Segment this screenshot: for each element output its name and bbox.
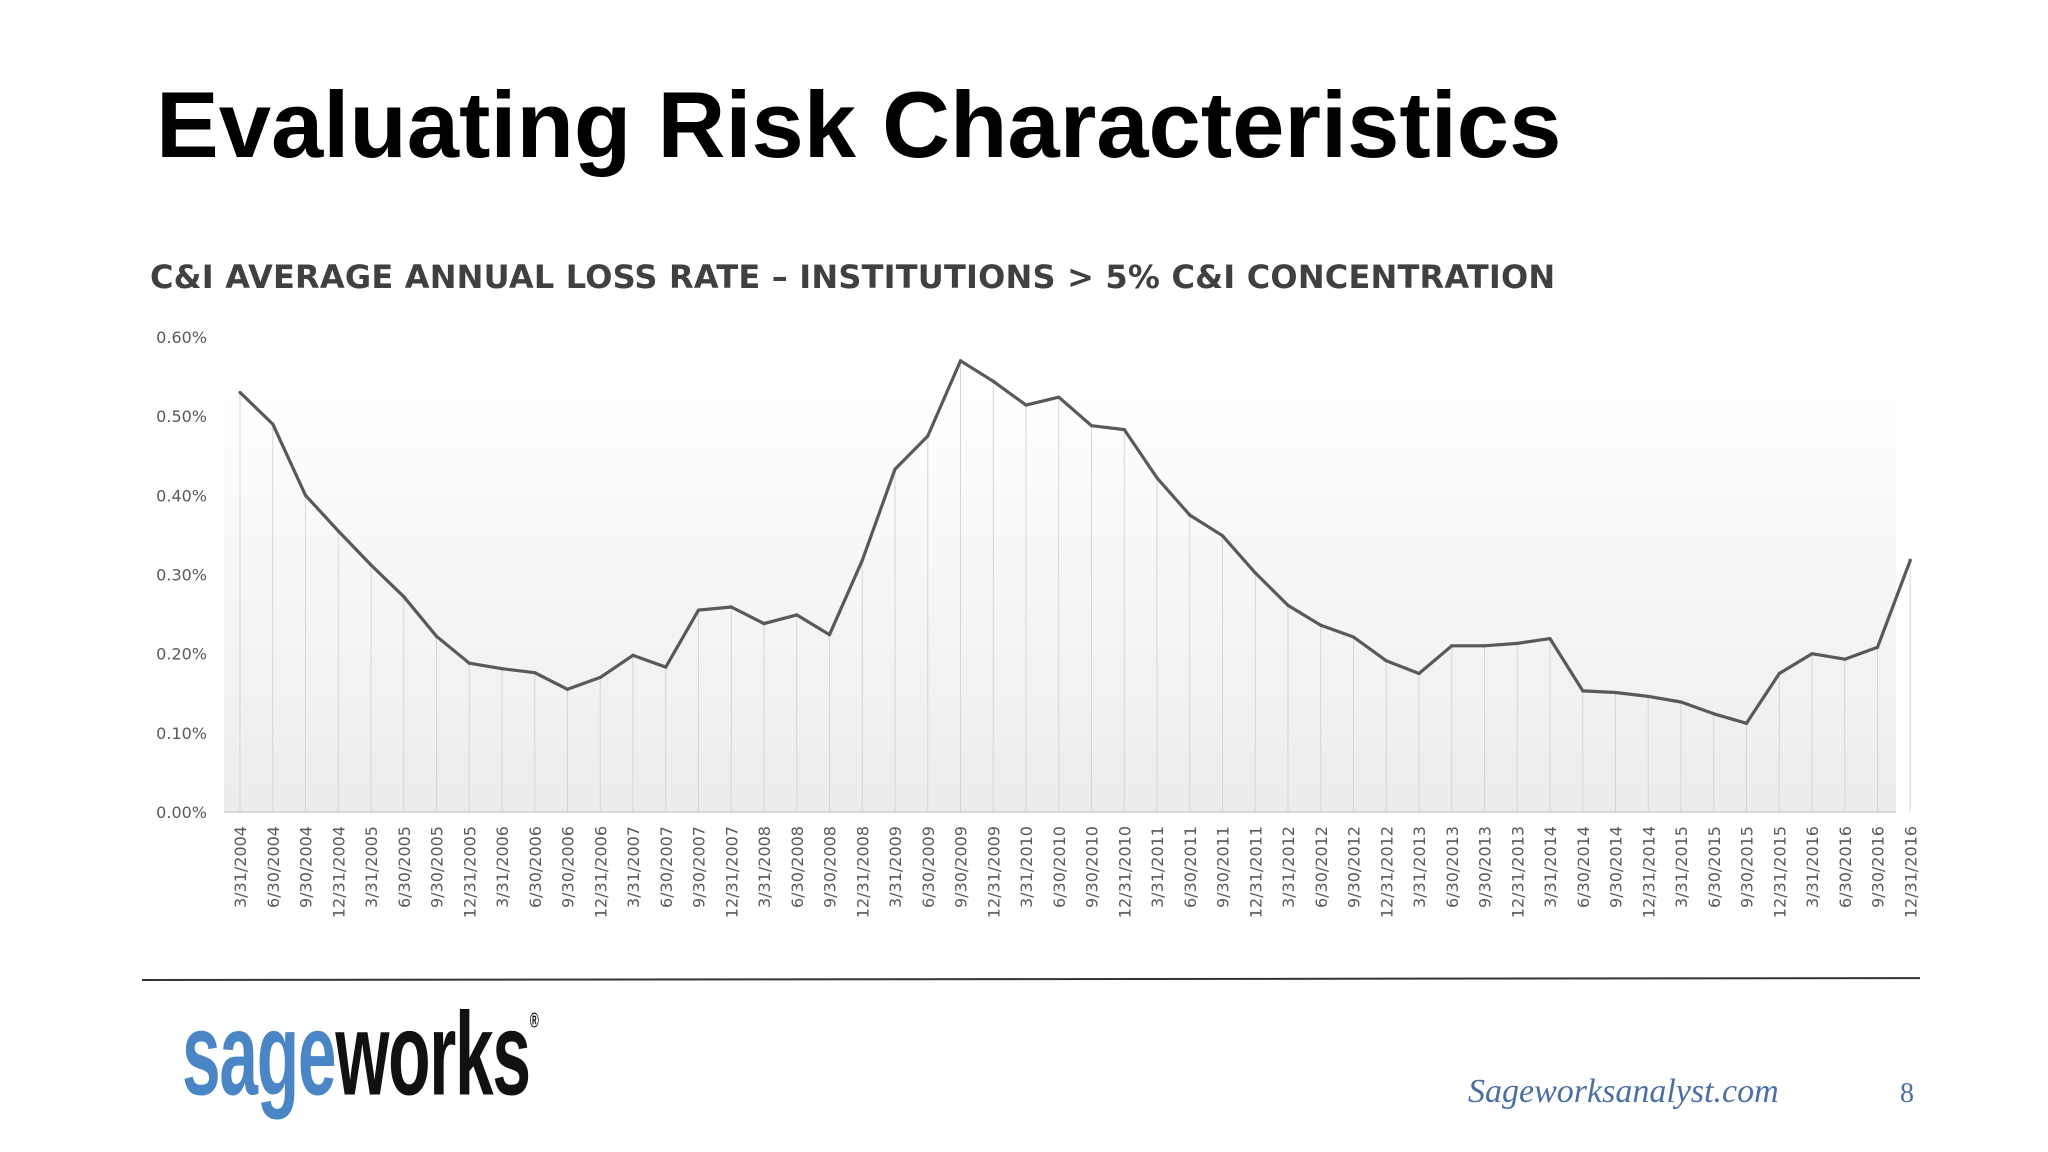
sageworks-logo[interactable]: sageworks® bbox=[182, 995, 539, 1114]
x-tick-label: 9/30/2010 bbox=[1083, 826, 1102, 908]
x-tick-label: 9/30/2004 bbox=[297, 826, 316, 908]
x-tick-label: 12/31/2014 bbox=[1639, 826, 1658, 918]
registered-mark: ® bbox=[529, 1009, 539, 1033]
x-tick-label: 12/31/2007 bbox=[722, 826, 741, 918]
y-tick-label: 0.60% bbox=[156, 328, 207, 347]
x-tick-label: 12/31/2011 bbox=[1246, 826, 1265, 918]
x-tick-label: 3/31/2005 bbox=[362, 826, 381, 908]
x-tick-label: 6/30/2015 bbox=[1705, 826, 1724, 908]
y-axis-tick-labels: 0.00% 0.10% 0.20% 0.30% 0.40% 0.50% 0.60% bbox=[156, 328, 207, 822]
x-tick-label: 6/30/2010 bbox=[1050, 826, 1069, 908]
x-tick-label: 3/31/2006 bbox=[493, 826, 512, 908]
x-tick-label: 9/30/2013 bbox=[1476, 826, 1495, 908]
loss-rate-series-line bbox=[238, 359, 1912, 725]
x-tick-label: 6/30/2012 bbox=[1312, 826, 1331, 908]
x-axis-tick-labels: 3/31/2004 6/30/2004 9/30/2004 12/31/2004 3/3… bbox=[231, 826, 1920, 918]
x-tick-label: 9/30/2016 bbox=[1869, 826, 1888, 908]
x-tick-label: 12/31/2008 bbox=[853, 826, 872, 918]
x-tick-label: 3/31/2011 bbox=[1148, 826, 1167, 908]
logo-sage-text: sage bbox=[182, 988, 337, 1120]
x-tick-label: 3/31/2008 bbox=[755, 826, 774, 908]
x-tick-label: 9/30/2012 bbox=[1345, 826, 1364, 908]
x-tick-label: 12/31/2010 bbox=[1115, 826, 1134, 918]
x-tick-label: 6/30/2007 bbox=[657, 826, 676, 908]
x-tick-label: 9/30/2015 bbox=[1738, 826, 1757, 908]
x-tick-label: 6/30/2011 bbox=[1181, 826, 1200, 908]
data-drop-lines bbox=[239, 360, 1911, 812]
x-tick-label: 12/31/2015 bbox=[1770, 826, 1789, 918]
x-tick-label: 3/31/2004 bbox=[231, 826, 250, 908]
x-tick-label: 9/30/2009 bbox=[952, 826, 971, 908]
x-tick-label: 6/30/2005 bbox=[395, 826, 414, 908]
x-tick-label: 12/31/2016 bbox=[1901, 826, 1920, 918]
x-tick-label: 12/31/2005 bbox=[460, 826, 479, 918]
x-tick-label: 3/31/2013 bbox=[1410, 826, 1429, 908]
page-number: 8 bbox=[1900, 1078, 1914, 1109]
x-tick-label: 3/31/2009 bbox=[886, 826, 905, 908]
x-tick-label: 3/31/2007 bbox=[624, 826, 643, 908]
x-tick-label: 3/31/2010 bbox=[1017, 826, 1036, 908]
x-tick-label: 9/30/2005 bbox=[428, 826, 447, 908]
y-tick-label: 0.50% bbox=[156, 407, 207, 426]
x-tick-label: 12/31/2012 bbox=[1377, 826, 1396, 918]
x-tick-label: 6/30/2006 bbox=[526, 826, 545, 908]
y-tick-label: 0.20% bbox=[156, 645, 207, 664]
x-tick-label: 9/30/2007 bbox=[690, 826, 709, 908]
x-tick-label: 6/30/2004 bbox=[264, 826, 283, 908]
logo-works-text: works bbox=[335, 988, 531, 1120]
x-tick-label: 12/31/2004 bbox=[329, 826, 348, 918]
y-tick-label: 0.30% bbox=[156, 566, 207, 585]
y-tick-label: 0.10% bbox=[156, 724, 207, 743]
x-tick-label: 12/31/2009 bbox=[984, 826, 1003, 918]
plot-area-background bbox=[224, 395, 1896, 812]
x-tick-label: 9/30/2008 bbox=[821, 826, 840, 908]
x-tick-label: 3/31/2012 bbox=[1279, 826, 1298, 908]
x-tick-label: 6/30/2014 bbox=[1574, 826, 1593, 908]
x-tick-label: 3/31/2014 bbox=[1541, 826, 1560, 908]
x-tick-label: 6/30/2008 bbox=[788, 826, 807, 908]
x-tick-label: 6/30/2009 bbox=[919, 826, 938, 908]
y-tick-label: 0.40% bbox=[156, 486, 207, 505]
x-tick-label: 9/30/2006 bbox=[559, 826, 578, 908]
x-tick-label: 12/31/2006 bbox=[591, 826, 610, 918]
x-tick-label: 9/30/2011 bbox=[1214, 826, 1233, 908]
x-tick-label: 6/30/2013 bbox=[1443, 826, 1462, 908]
x-tick-label: 3/31/2015 bbox=[1672, 826, 1691, 908]
chart-title: C&I AVERAGE ANNUAL LOSS RATE – INSTITUTI… bbox=[150, 258, 1556, 296]
y-tick-label: 0.00% bbox=[156, 803, 207, 822]
x-tick-label: 6/30/2016 bbox=[1836, 826, 1855, 908]
x-tick-label: 9/30/2014 bbox=[1607, 826, 1626, 908]
slide-title: Evaluating Risk Characteristics bbox=[156, 72, 1562, 177]
x-tick-label: 12/31/2013 bbox=[1508, 826, 1527, 918]
footer-website-link[interactable]: Sageworksanalyst.com bbox=[1468, 1073, 1779, 1110]
x-tick-label: 3/31/2016 bbox=[1803, 826, 1822, 908]
